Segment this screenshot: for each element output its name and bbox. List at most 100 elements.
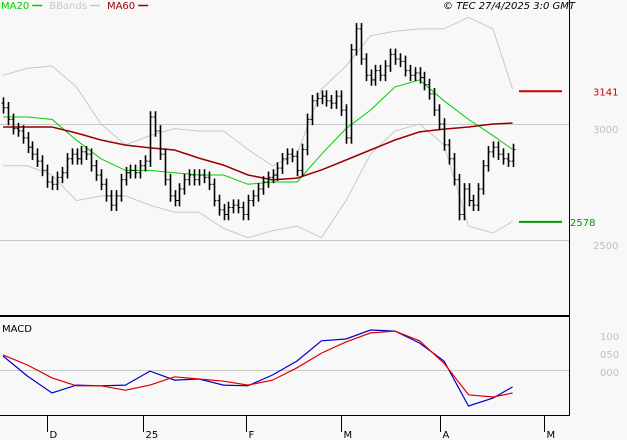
price-bar (334, 90, 339, 109)
price-bar (280, 153, 285, 174)
price-axis-label: 3000 (593, 125, 618, 136)
price-bar (467, 183, 472, 207)
price-bar (50, 176, 55, 191)
price-bar (275, 162, 280, 181)
price-bar (432, 88, 437, 116)
price-bar (128, 164, 133, 179)
price-bar (75, 148, 80, 165)
price-bar (408, 64, 413, 82)
price-bar (251, 190, 256, 207)
x-axis-label: A (443, 430, 450, 440)
price-bar (344, 104, 349, 144)
x-axis-label: 25 (146, 430, 159, 440)
price-bar (197, 169, 202, 186)
copyright-text: © TEC 27/4/2025 3:0 GMT (443, 1, 576, 12)
price-bar (202, 169, 207, 184)
price-bar (114, 190, 119, 211)
price-bar (324, 90, 329, 107)
price-bar (84, 146, 89, 160)
price-bar (271, 169, 276, 184)
price-bar (452, 153, 457, 186)
price-bar (422, 71, 427, 91)
price-bar (16, 122, 21, 137)
price-bar (364, 53, 369, 82)
price-bar (339, 90, 344, 116)
price-bar (418, 67, 423, 84)
price-marker-label: 2578 (570, 218, 595, 229)
price-bar (187, 169, 192, 186)
price-bar (310, 95, 315, 126)
price-bar (246, 194, 251, 221)
price-bar (236, 199, 241, 214)
moving-averages (3, 79, 513, 185)
price-bar (393, 48, 398, 65)
x-axis: D 25 F M A M (47, 416, 556, 440)
price-bar (481, 159, 486, 195)
price-markers: 3141 2578 (519, 87, 618, 229)
macd-axis-label: 000 (600, 368, 619, 379)
price-bar (285, 148, 290, 165)
legend-label-ma20: MA20 (1, 1, 29, 12)
x-axis-label: F (249, 430, 255, 440)
price-bar (501, 148, 506, 165)
price-bar (11, 113, 16, 135)
price-bar (226, 201, 231, 221)
macd-panel: MACD (2, 324, 513, 407)
price-bar (305, 113, 310, 156)
price-bar (163, 148, 168, 186)
price-bar (359, 23, 364, 65)
price-bar (104, 178, 109, 202)
price-bar (320, 90, 325, 105)
price-bar (6, 101, 11, 126)
price-bar (266, 171, 271, 188)
bollinger-bands (2, 16, 514, 239)
price-bar (217, 194, 222, 216)
price-bar (70, 148, 75, 165)
x-axis-label: D (50, 430, 58, 440)
price-bar (491, 141, 496, 158)
price-bar (168, 173, 173, 202)
bband-lower-line (3, 123, 513, 239)
macd-title: MACD (2, 324, 32, 335)
price-bar (158, 125, 163, 160)
price-bar (256, 183, 261, 202)
gridlines: 3000 2500 100 050 000 (0, 124, 619, 379)
price-bar (388, 48, 393, 72)
price-bar (173, 190, 178, 207)
price-bar (471, 194, 476, 211)
price-bar (447, 139, 452, 165)
x-axis-label: M (547, 430, 556, 440)
price-bar (413, 67, 418, 82)
price-marker-label: 3141 (593, 87, 618, 98)
macd-axis-label: 050 (600, 350, 619, 361)
bband-upper-line (2, 16, 514, 167)
legend-label-bbands: BBands (49, 1, 87, 12)
price-bar (290, 148, 295, 163)
price-bar (212, 178, 217, 207)
price-bar (143, 155, 148, 172)
price-bar (60, 166, 65, 184)
ma60-line (3, 122, 513, 181)
price-bar (89, 148, 94, 172)
price-bar (241, 201, 246, 221)
price-bar (192, 169, 197, 186)
price-bar (231, 199, 236, 214)
price-bar (300, 143, 305, 177)
price-bar (1, 97, 6, 114)
price-bar (40, 155, 45, 177)
price-bar (79, 146, 84, 165)
price-bar (133, 164, 138, 179)
price-bar (329, 95, 334, 109)
price-bar (511, 143, 516, 167)
price-bar (506, 153, 511, 167)
price-bar (153, 111, 158, 137)
price-bar (182, 173, 187, 195)
price-bar (295, 150, 300, 177)
price-bar (261, 176, 266, 195)
price-bar (403, 55, 408, 77)
price-bar (26, 132, 31, 153)
price-bar (398, 53, 403, 68)
price-bar (148, 111, 153, 167)
price-bar (138, 159, 143, 179)
